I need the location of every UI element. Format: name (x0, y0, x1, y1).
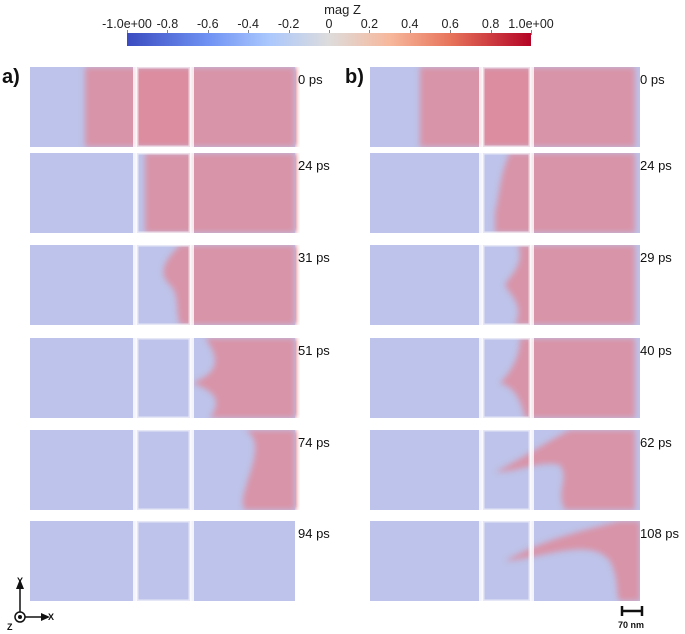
colorbar-tick-label: -0.2 (277, 17, 300, 31)
magnetization-map (370, 428, 640, 512)
frame-a-3 (30, 336, 295, 420)
magnetization-map (30, 65, 295, 149)
scale-bar-label: 70 nm (618, 620, 645, 630)
colorbar-tick-mark (167, 30, 169, 35)
colorbar-tick-mark (207, 30, 209, 35)
magnetization-map (30, 243, 295, 327)
magnetization-map (30, 519, 295, 603)
time-label: 24 ps (298, 158, 330, 173)
time-label: 0 ps (640, 72, 665, 87)
time-label: 31 ps (298, 250, 330, 265)
magnetization-map (30, 151, 295, 235)
colorbar-tick-label: -0.6 (197, 17, 219, 31)
frame-b-1 (370, 151, 640, 235)
colorbar-tick-label: 0.8 (481, 17, 500, 31)
colorbar-tick-mark (288, 30, 290, 35)
magnetization-map (370, 336, 640, 420)
time-label: 29 ps (640, 250, 672, 265)
axis-y-label: Y (17, 576, 24, 586)
colorbar-tick-label: 0.4 (401, 17, 419, 31)
colorbar-tick-label: -0.4 (237, 17, 259, 31)
axis-z-label: Z (7, 622, 13, 632)
colorbar-title: mag Z (324, 2, 361, 17)
colorbar-tick-mark (329, 30, 330, 35)
colorbar-tick-label: 1.0e+00 (508, 17, 554, 31)
magnetization-map (370, 65, 640, 149)
colorbar-tick-label: -1.0e+00 (102, 17, 152, 31)
time-label: 0 ps (298, 72, 323, 87)
colorbar-tick-mark (127, 30, 128, 35)
colorbar-tick-mark (369, 30, 371, 35)
axis-triad-icon (14, 579, 50, 623)
time-label: 51 ps (298, 343, 330, 358)
colorbar-tick-label: 0 (325, 17, 333, 31)
frame-b-0 (370, 65, 640, 149)
frame-a-4 (30, 428, 295, 512)
time-label: 94 ps (298, 526, 330, 541)
time-label: 40 ps (640, 343, 672, 358)
colorbar-tick-label: -0.8 (156, 17, 179, 31)
scale-bar-icon (620, 606, 644, 616)
time-label: 74 ps (298, 435, 330, 450)
colorbar-tick-label: 0.2 (360, 17, 379, 31)
panel-label-a: a) (2, 66, 20, 88)
colorbar-tick-mark (409, 30, 411, 35)
frame-b-2 (370, 243, 640, 327)
frame-a-2 (30, 243, 295, 327)
time-label: 108 ps (640, 526, 680, 541)
colorbar-tick-mark (450, 30, 452, 35)
frame-b-5 (370, 519, 640, 603)
colorbar-tick-mark (248, 30, 250, 35)
frame-b-4 (370, 428, 640, 512)
colorbar-tick-mark (531, 30, 532, 35)
frame-a-5 (30, 519, 295, 603)
colorbar-tick-mark (490, 30, 492, 35)
magnetization-map (370, 243, 640, 327)
axis-x-label: X (48, 612, 55, 622)
magnetization-map (30, 428, 295, 512)
magnetization-map (370, 151, 640, 235)
magnetization-map (370, 519, 640, 603)
frame-a-1 (30, 151, 295, 235)
time-label: 24 ps (640, 158, 672, 173)
colorbar-tick-label: 0.6 (441, 17, 459, 31)
colorbar (127, 33, 531, 46)
frame-b-3 (370, 336, 640, 420)
panel-label-b: b) (345, 66, 364, 88)
magnetization-map (30, 336, 295, 420)
time-label: 62 ps (640, 435, 672, 450)
frame-a-0 (30, 65, 295, 149)
